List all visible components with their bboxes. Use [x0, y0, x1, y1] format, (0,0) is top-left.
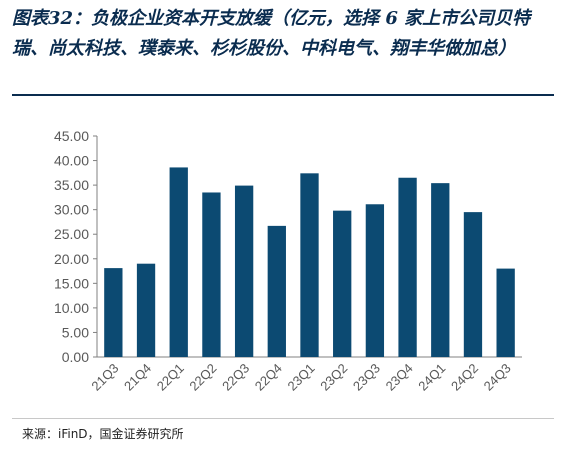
- title-divider: [12, 94, 554, 96]
- bar-22Q3: [234, 185, 254, 357]
- y-tick-label: 15.00: [54, 275, 89, 291]
- bar-22Q1: [169, 167, 188, 357]
- x-tick-label: 22Q1: [154, 361, 187, 394]
- y-tick-label: 10.00: [54, 300, 89, 316]
- y-tick-label: 45.00: [54, 128, 89, 144]
- bar-23Q1: [300, 173, 319, 357]
- bar-24Q3: [496, 268, 515, 357]
- x-tick-label: 24Q3: [481, 361, 514, 394]
- bar-21Q3: [104, 268, 123, 357]
- bar-23Q4: [398, 177, 417, 357]
- y-tick-label: 35.00: [54, 177, 89, 193]
- bar-23Q2: [333, 210, 352, 357]
- chart-title: 图表32：负极企业资本开支放缓（亿元，选择 6 家上市公司贝特瑞、尚太科技、璞泰…: [12, 8, 531, 59]
- x-tick-label: 21Q3: [88, 361, 121, 394]
- chart-title-block: 图表32：负极企业资本开支放缓（亿元，选择 6 家上市公司贝特瑞、尚太科技、璞泰…: [12, 4, 557, 64]
- y-tick-label: 20.00: [54, 251, 89, 267]
- y-tick-label: 0.00: [62, 349, 89, 365]
- x-tick-label: 23Q1: [285, 361, 318, 394]
- x-tick-label: 23Q4: [383, 361, 416, 394]
- x-tick-label: 22Q3: [219, 361, 252, 394]
- bar-23Q3: [365, 204, 385, 357]
- y-tick-label: 25.00: [54, 226, 89, 242]
- bar-24Q2: [463, 212, 483, 357]
- bar-21Q4: [136, 263, 156, 357]
- bar-22Q2: [202, 192, 221, 357]
- x-tick-label: 24Q2: [448, 361, 481, 394]
- y-tick-label: 30.00: [54, 202, 89, 218]
- source-divider: [12, 418, 554, 419]
- bar-22Q4: [267, 225, 286, 357]
- y-tick-label: 5.00: [62, 324, 89, 340]
- x-tick-label: 23Q3: [350, 361, 383, 394]
- bar-24Q1: [431, 183, 450, 357]
- x-tick-label: 21Q4: [121, 361, 154, 394]
- x-tick-label: 23Q2: [317, 361, 350, 394]
- y-tick-label: 40.00: [54, 153, 89, 169]
- x-tick-label: 22Q2: [186, 361, 219, 394]
- x-tick-label: 22Q4: [252, 361, 285, 394]
- source-note: 来源：iFinD，国金证券研究所: [22, 427, 184, 441]
- x-tick-label: 24Q1: [415, 361, 448, 394]
